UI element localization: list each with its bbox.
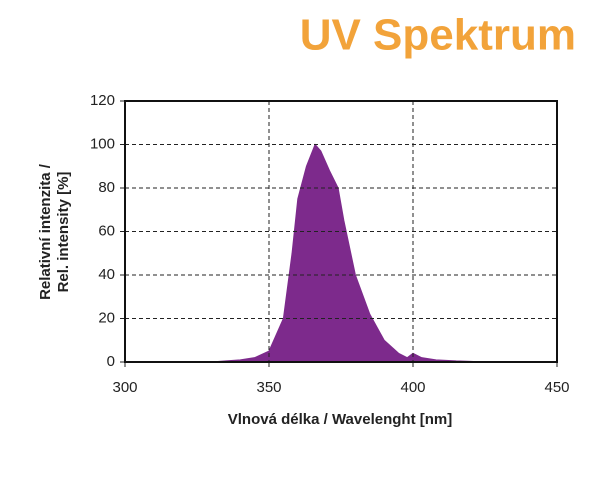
x-tick-label: 400 [400, 379, 425, 396]
x-tick-label: 350 [256, 379, 281, 396]
y-axis-label: Relativní intenzita / [37, 163, 54, 300]
y-axis-label: Rel. intensity [%] [55, 172, 72, 293]
x-tick-label: 300 [112, 379, 137, 396]
plot-frame [124, 100, 558, 363]
y-tick-label: 20 [98, 309, 115, 326]
x-axis-label: Vlnová délka / Wavelenght [nm] [228, 411, 453, 428]
y-tick-label: 80 [98, 179, 115, 196]
area [211, 143, 486, 363]
y-tick-label: 0 [107, 353, 115, 370]
y-tick-label: 120 [90, 92, 115, 109]
y-tick-label: 40 [98, 266, 115, 283]
y-tick-label: 100 [90, 135, 115, 152]
chart-title: UV Spektrum [300, 11, 576, 60]
x-tick-label: 450 [544, 379, 569, 396]
y-tick-label: 60 [98, 222, 115, 239]
